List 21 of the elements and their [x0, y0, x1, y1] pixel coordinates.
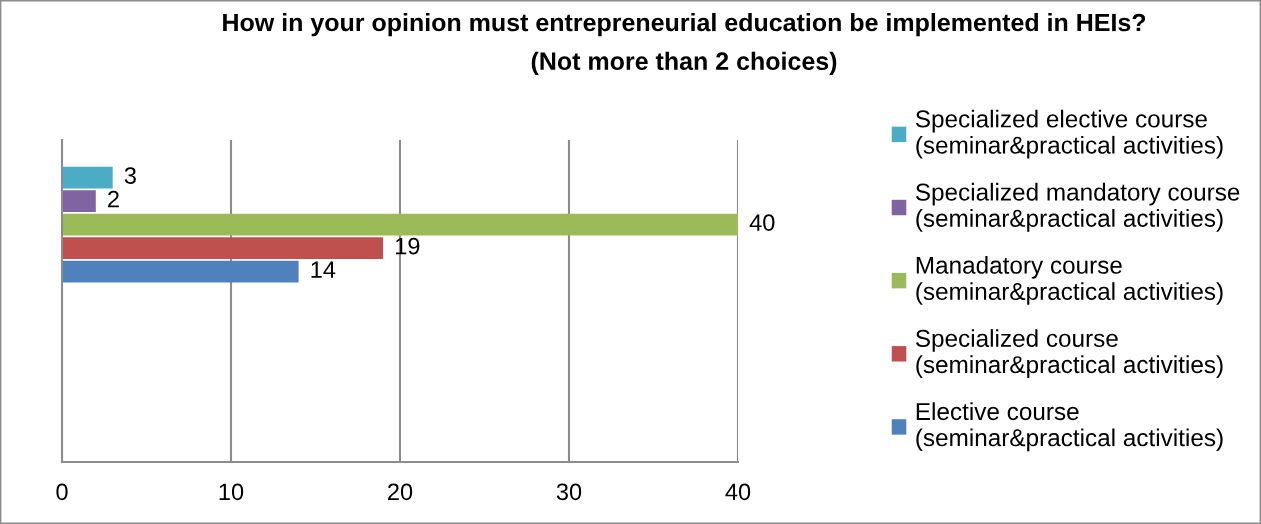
data-label: 2 [108, 190, 119, 208]
bar [62, 260, 299, 283]
chart-title: How in your opinion must entrepreneurial education be implemented in HEIs? (Not more than 2 choices) [223, 13, 1146, 76]
legend-label: Specialized course (seminar&practical activities) [915, 329, 1223, 378]
bar [62, 213, 738, 236]
bar [62, 166, 113, 189]
data-label: 40 [749, 214, 775, 231]
bar [62, 190, 96, 212]
legend-label: Specialized elective course (seminar&practical activities) [915, 109, 1223, 159]
x-tick-label: 30 [556, 483, 582, 501]
bar [62, 237, 384, 259]
x-tick-label: 0 [56, 483, 68, 501]
legend-label: Manadatory course (seminar&practical activities) [916, 256, 1223, 305]
data-label: 3 [124, 167, 136, 184]
legend-label: Specialized mandatory course (seminar&practical activities) [915, 182, 1240, 232]
x-tick-label: 10 [219, 483, 244, 501]
data-label: 14 [311, 261, 336, 278]
x-tick-label: 40 [725, 483, 751, 501]
data-label: 19 [396, 237, 420, 255]
x-tick-label: 20 [388, 483, 413, 501]
legend-label: Elective course (seminar&practical activities) [916, 402, 1223, 452]
